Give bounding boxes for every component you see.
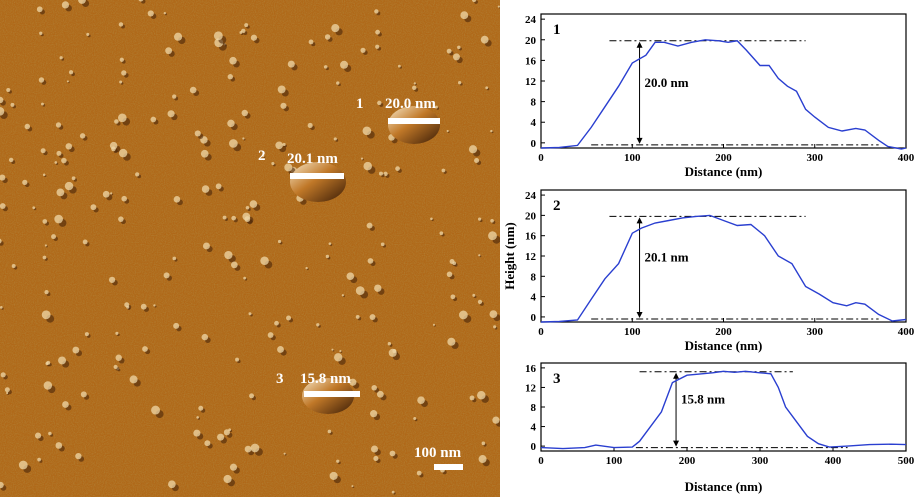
x-tick-label: 100 [624, 152, 641, 164]
marker-number-3: 3 [276, 371, 284, 387]
x-tick-label: 400 [898, 152, 915, 164]
y-tick-label: 16 [525, 363, 537, 375]
x-tick-label: 400 [898, 326, 915, 338]
afm-image: 1 20.0 nm 2 20.1 nm 3 15.8 nm 100 nm [0, 0, 503, 497]
y-tick-label: 8 [531, 402, 537, 414]
x-tick-label: 300 [807, 326, 824, 338]
arrow-head-top [636, 41, 643, 48]
y-tick-label: 8 [531, 271, 537, 283]
height-annotation: 20.1 nm [645, 250, 689, 265]
measure-bar-3 [304, 391, 360, 397]
arrow-head-bottom [636, 137, 643, 144]
x-tick-label: 200 [715, 152, 732, 164]
x-axis-label: Distance (nm) [685, 479, 763, 494]
particle-1 [388, 106, 440, 144]
marker-height-2: 20.1 nm [287, 151, 338, 167]
y-axis-label: Height (nm) [502, 222, 517, 290]
y-tick-label: 24 [525, 14, 537, 26]
y-tick-label: 4 [531, 117, 537, 129]
x-tick-label: 0 [538, 152, 544, 164]
plot-frame [540, 189, 907, 323]
plot-frame [540, 13, 907, 149]
x-tick-label: 0 [538, 326, 544, 338]
y-tick-label: 16 [525, 231, 537, 243]
x-axis-label: Distance (nm) [685, 338, 763, 353]
y-tick-label: 12 [525, 382, 537, 394]
panel-label: 2 [553, 198, 561, 214]
profile-line [540, 214, 907, 323]
x-tick-label: 500 [898, 455, 915, 467]
x-tick-label: 300 [752, 455, 769, 467]
profile-line [540, 39, 907, 150]
arrow-head-top [673, 372, 680, 379]
y-tick-label: 0 [531, 441, 537, 453]
x-axis-label: Distance (nm) [685, 164, 763, 179]
measure-bar-2 [290, 173, 344, 179]
y-tick-label: 20 [525, 35, 537, 47]
y-tick-label: 24 [525, 190, 537, 202]
x-tick-label: 0 [538, 455, 544, 467]
x-tick-label: 300 [807, 152, 824, 164]
arrow-head-bottom [673, 440, 680, 447]
arrow-head-top [636, 217, 643, 224]
y-tick-label: 0 [531, 138, 537, 150]
scale-bar [434, 464, 463, 470]
profile-chart-2: 0 100 200 300 400 0 4 8 12 16 20 24 Distance (nm) Hei… [502, 189, 915, 353]
plot-frame [540, 362, 907, 452]
y-tick-label: 4 [531, 422, 537, 434]
height-profiles: 0 100 200 300 400 0 4 8 12 16 20 24 Distance (nm) 1 20… [500, 0, 916, 497]
marker-number-1: 1 [356, 96, 364, 112]
arrow-head-bottom [636, 311, 643, 318]
afm-image-panel: 1 20.0 nm 2 20.1 nm 3 15.8 nm 100 nm [0, 0, 503, 497]
x-tick-label: 100 [624, 326, 641, 338]
scale-bar-label: 100 nm [414, 445, 462, 461]
marker-height-1: 20.0 nm [385, 96, 436, 112]
x-tick-label: 400 [825, 455, 842, 467]
profile-chart-3: 0 100 200 300 400 500 0 4 8 12 16 Distance (nm) 3 15.… [525, 362, 915, 494]
height-annotation: 20.0 nm [645, 75, 689, 90]
y-tick-label: 4 [531, 292, 537, 304]
profile-line [540, 370, 907, 450]
x-tick-label: 200 [715, 326, 732, 338]
panel-label: 3 [553, 371, 561, 387]
y-tick-label: 16 [525, 55, 537, 67]
y-tick-label: 20 [525, 210, 537, 222]
y-tick-label: 8 [531, 97, 537, 109]
marker-number-2: 2 [258, 148, 266, 164]
height-annotation: 15.8 nm [681, 392, 725, 407]
marker-height-3: 15.8 nm [300, 371, 351, 387]
x-tick-label: 100 [606, 455, 623, 467]
profile-chart-1: 0 100 200 300 400 0 4 8 12 16 20 24 Distance (nm) 1 20… [525, 13, 915, 179]
measure-bar-1 [388, 118, 440, 124]
y-tick-label: 12 [525, 76, 537, 88]
y-tick-label: 0 [531, 312, 537, 324]
y-tick-label: 12 [525, 251, 537, 263]
particle-2 [290, 162, 346, 202]
panel-label: 1 [553, 22, 561, 38]
x-tick-label: 200 [679, 455, 696, 467]
